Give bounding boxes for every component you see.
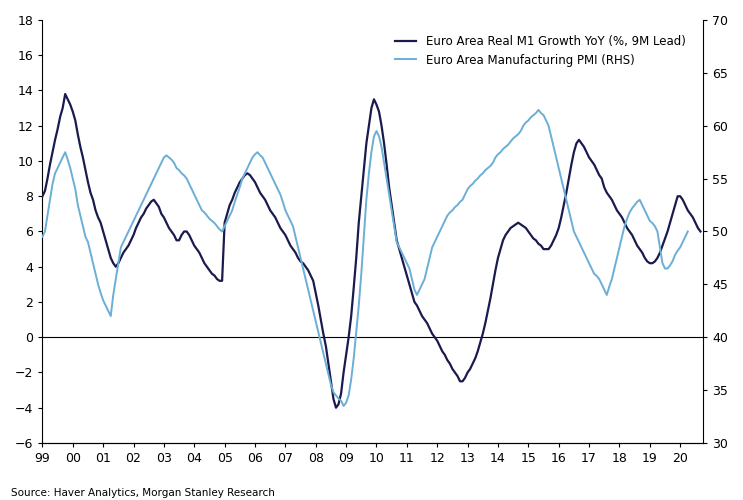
Text: Source: Haver Analytics, Morgan Stanley Research: Source: Haver Analytics, Morgan Stanley …	[11, 488, 275, 498]
Legend: Euro Area Real M1 Growth YoY (%, 9M Lead), Euro Area Manufacturing PMI (RHS): Euro Area Real M1 Growth YoY (%, 9M Lead…	[391, 30, 690, 72]
